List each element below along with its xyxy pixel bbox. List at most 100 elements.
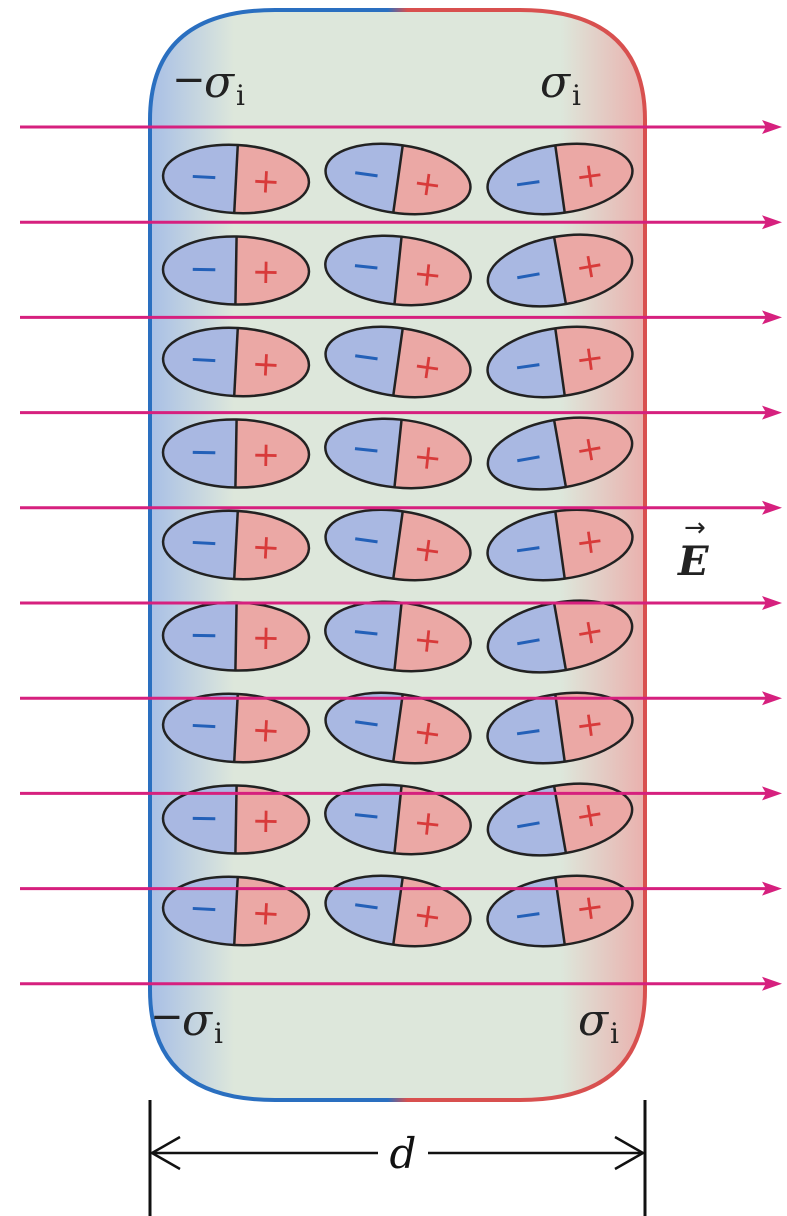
molecule-plus-sign: + bbox=[251, 435, 280, 475]
field-vector-letter: E bbox=[677, 538, 709, 585]
molecule-minus-sign: − bbox=[349, 701, 385, 746]
molecule-plus-sign: + bbox=[411, 436, 444, 479]
molecule-divider bbox=[393, 419, 403, 488]
molecule-outline bbox=[324, 874, 472, 948]
molecule-plus-sign: + bbox=[572, 793, 607, 837]
molecule-divider bbox=[552, 602, 568, 671]
molecule-minus-sign: − bbox=[349, 428, 383, 472]
molecule-divider bbox=[552, 236, 568, 305]
molecule-divider bbox=[232, 327, 240, 397]
surface-charge-top-left-subscript: i bbox=[236, 79, 245, 112]
molecule-minus-sign: − bbox=[349, 518, 385, 563]
field-line-arrowhead bbox=[762, 120, 782, 134]
molecule-divider bbox=[393, 602, 403, 671]
molecule-minus-sign: − bbox=[188, 888, 220, 931]
field-line-arrowhead bbox=[762, 310, 782, 325]
molecule-minus-sign: − bbox=[510, 161, 546, 206]
field-vector-label: → E bbox=[677, 513, 709, 585]
molecule-divider bbox=[392, 328, 404, 396]
field-line bbox=[20, 120, 782, 134]
molecule-plus-sign: + bbox=[573, 520, 607, 564]
molecule-outline bbox=[486, 874, 634, 948]
molecule-divider bbox=[552, 785, 568, 854]
molecule-outline bbox=[324, 691, 472, 765]
molecule-minus-sign: − bbox=[189, 798, 220, 840]
field-line bbox=[20, 310, 782, 325]
molecule-minus-sign: − bbox=[188, 339, 220, 382]
field-line bbox=[20, 405, 782, 420]
molecule-outline bbox=[324, 234, 472, 307]
molecule-plus-sign: + bbox=[573, 337, 607, 381]
molecule-outline bbox=[486, 691, 634, 765]
molecule-minus-sign: − bbox=[510, 710, 546, 755]
field-line bbox=[20, 691, 782, 706]
surface-charge-bottom-left-subscript: i bbox=[214, 1017, 223, 1050]
field-line-arrowhead bbox=[762, 405, 782, 420]
molecule-plus-sign: + bbox=[251, 161, 282, 202]
surface-charge-bottom-left: − σ i bbox=[150, 994, 223, 1050]
molecule-plus-sign: + bbox=[411, 528, 445, 572]
molecule-divider bbox=[393, 236, 403, 305]
molecule-divider bbox=[234, 602, 238, 671]
surface-charge-bottom-left-sign: − bbox=[150, 994, 184, 1040]
molecule-plus-sign: + bbox=[411, 802, 444, 845]
molecule-minus-sign: − bbox=[510, 619, 547, 665]
surface-charge-top-left-sign: − bbox=[172, 57, 206, 103]
molecule-minus-sign: − bbox=[510, 802, 547, 848]
molecule-plus-sign: + bbox=[251, 618, 280, 658]
molecule-outline bbox=[161, 875, 311, 947]
field-lines bbox=[20, 120, 782, 991]
field-vector-arrow: → bbox=[684, 513, 706, 543]
molecule-minus-sign: − bbox=[188, 522, 220, 565]
surface-charge-bottom-left-sigma: σ bbox=[182, 995, 214, 1046]
molecule-divider bbox=[554, 694, 566, 762]
molecule-divider bbox=[234, 419, 238, 488]
molecule-divider bbox=[554, 511, 566, 579]
field-line-arrowhead bbox=[762, 976, 782, 991]
molecule-divider bbox=[393, 785, 403, 854]
field-line-arrowhead bbox=[762, 786, 782, 801]
molecule-divider bbox=[232, 144, 240, 214]
surface-charge-top-left-sigma: σ bbox=[204, 57, 236, 108]
molecule-plus-sign: + bbox=[251, 801, 280, 841]
molecule-plus-sign: + bbox=[411, 894, 445, 938]
field-line-arrowhead bbox=[762, 215, 782, 230]
molecule-plus-sign: + bbox=[411, 253, 444, 296]
molecule-divider bbox=[552, 419, 568, 488]
molecule-outline bbox=[324, 417, 472, 490]
dipole-molecule: − + bbox=[161, 418, 311, 489]
surface-charge-top-right-subscript: i bbox=[572, 79, 581, 112]
molecule-plus-sign: + bbox=[411, 711, 445, 755]
surface-charge-bottom-right: σ i bbox=[578, 995, 619, 1050]
molecule-minus-sign: − bbox=[349, 245, 383, 289]
molecule-minus-sign: − bbox=[349, 884, 385, 929]
molecule-plus-sign: + bbox=[572, 610, 607, 654]
molecule-plus-sign: + bbox=[572, 244, 607, 288]
surface-charge-bottom-right-subscript: i bbox=[610, 1017, 619, 1050]
surface-charge-bottom-right-sigma: σ bbox=[578, 995, 610, 1046]
molecule-minus-sign: − bbox=[349, 611, 383, 655]
thickness-dimension: d bbox=[148, 1100, 647, 1216]
molecule-minus-sign: − bbox=[188, 156, 220, 199]
molecule-plus-sign: + bbox=[251, 893, 282, 934]
field-line-arrowhead bbox=[762, 596, 782, 610]
molecule-minus-sign: − bbox=[189, 432, 220, 474]
molecule-plus-sign: + bbox=[573, 886, 607, 930]
molecule-plus-sign: + bbox=[411, 345, 445, 389]
molecule-outline bbox=[161, 692, 311, 764]
molecule-divider bbox=[392, 694, 404, 762]
field-line bbox=[20, 976, 782, 991]
molecule-divider bbox=[554, 328, 566, 396]
molecule-divider bbox=[392, 145, 404, 213]
surface-charge-top-right: σ i bbox=[540, 57, 581, 112]
dimension-arrowhead-left bbox=[149, 1135, 181, 1171]
dimension-label: d bbox=[390, 1129, 417, 1178]
molecule-divider bbox=[234, 785, 238, 854]
surface-charge-top-left: − σ i bbox=[172, 57, 245, 112]
molecule-plus-sign: + bbox=[251, 710, 282, 751]
molecule-minus-sign: − bbox=[189, 249, 220, 291]
molecule-outline bbox=[324, 508, 472, 582]
molecule-minus-sign: − bbox=[188, 705, 220, 748]
